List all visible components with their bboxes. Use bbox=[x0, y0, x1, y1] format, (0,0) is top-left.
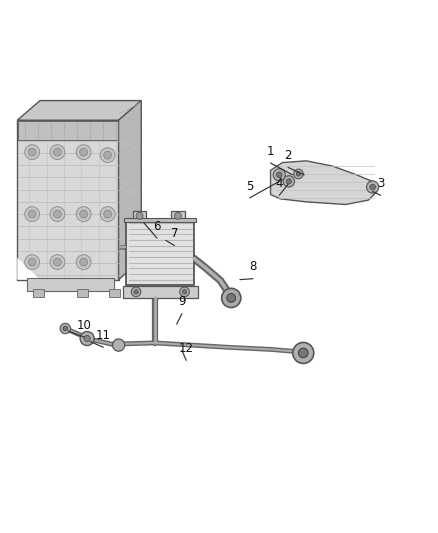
Text: 4: 4 bbox=[276, 177, 283, 190]
Circle shape bbox=[174, 212, 181, 220]
Circle shape bbox=[273, 169, 286, 181]
Bar bbox=[109, 289, 120, 297]
Circle shape bbox=[76, 255, 91, 270]
Polygon shape bbox=[271, 161, 376, 205]
Circle shape bbox=[76, 144, 91, 159]
Bar bbox=[171, 212, 184, 220]
Circle shape bbox=[25, 255, 39, 270]
Circle shape bbox=[80, 210, 88, 218]
Polygon shape bbox=[17, 258, 40, 280]
Circle shape bbox=[50, 255, 65, 270]
Circle shape bbox=[134, 289, 138, 294]
Text: 2: 2 bbox=[284, 149, 292, 162]
Circle shape bbox=[136, 212, 143, 220]
Circle shape bbox=[370, 184, 375, 190]
Circle shape bbox=[50, 144, 65, 159]
Circle shape bbox=[367, 181, 379, 193]
Circle shape bbox=[100, 148, 115, 163]
Circle shape bbox=[283, 176, 294, 187]
Bar bbox=[18, 121, 118, 140]
Circle shape bbox=[276, 172, 282, 177]
Circle shape bbox=[100, 207, 115, 222]
Circle shape bbox=[53, 258, 61, 266]
Circle shape bbox=[53, 210, 61, 218]
Circle shape bbox=[80, 258, 88, 266]
Circle shape bbox=[293, 169, 303, 179]
Bar bbox=[27, 278, 114, 290]
Circle shape bbox=[53, 148, 61, 156]
Circle shape bbox=[131, 287, 141, 297]
Text: 1: 1 bbox=[267, 145, 274, 158]
Bar bbox=[127, 220, 194, 285]
Text: 10: 10 bbox=[77, 319, 92, 332]
Circle shape bbox=[50, 207, 65, 222]
Circle shape bbox=[60, 323, 71, 334]
Text: 5: 5 bbox=[246, 180, 253, 193]
Circle shape bbox=[222, 288, 241, 308]
Circle shape bbox=[298, 348, 308, 358]
Polygon shape bbox=[17, 101, 141, 120]
Text: 12: 12 bbox=[179, 342, 194, 355]
Circle shape bbox=[293, 343, 314, 364]
Bar bbox=[124, 218, 196, 222]
Circle shape bbox=[182, 289, 187, 294]
Bar bbox=[123, 286, 198, 298]
Circle shape bbox=[84, 335, 90, 342]
Text: 11: 11 bbox=[96, 329, 111, 342]
Text: 8: 8 bbox=[249, 261, 257, 273]
Polygon shape bbox=[119, 101, 141, 280]
Circle shape bbox=[104, 210, 112, 218]
Circle shape bbox=[80, 332, 94, 345]
Circle shape bbox=[113, 339, 125, 351]
Text: 6: 6 bbox=[153, 220, 161, 233]
Bar bbox=[133, 212, 146, 220]
Circle shape bbox=[28, 210, 36, 218]
Bar bbox=[33, 289, 44, 297]
Circle shape bbox=[63, 326, 67, 331]
Text: 7: 7 bbox=[171, 227, 178, 240]
Circle shape bbox=[76, 207, 91, 222]
Circle shape bbox=[25, 207, 39, 222]
Circle shape bbox=[296, 172, 300, 176]
Circle shape bbox=[28, 258, 36, 266]
Polygon shape bbox=[17, 120, 119, 280]
Circle shape bbox=[180, 287, 189, 297]
Circle shape bbox=[25, 144, 39, 159]
Text: 9: 9 bbox=[178, 295, 186, 309]
Text: 3: 3 bbox=[377, 177, 384, 190]
Circle shape bbox=[28, 148, 36, 156]
Circle shape bbox=[227, 294, 236, 302]
Bar bbox=[77, 289, 88, 297]
Circle shape bbox=[104, 151, 112, 159]
Circle shape bbox=[80, 148, 88, 156]
Circle shape bbox=[286, 179, 291, 184]
